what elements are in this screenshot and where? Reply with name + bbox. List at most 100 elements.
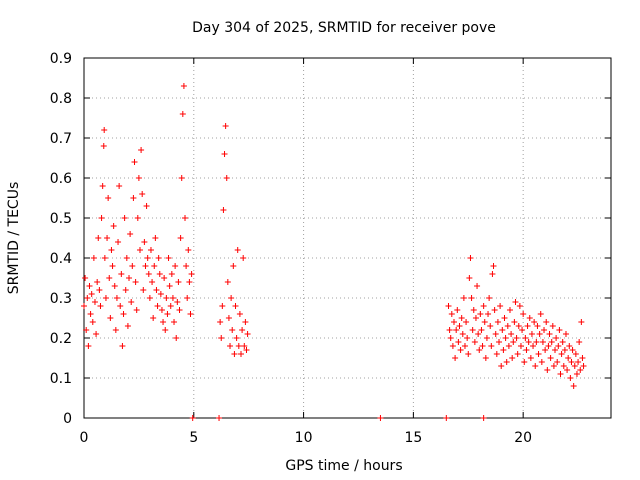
data-point <box>522 335 529 341</box>
data-point <box>95 235 102 241</box>
data-point <box>448 311 455 317</box>
data-point <box>498 363 505 369</box>
data-point <box>541 327 548 333</box>
data-point <box>143 203 150 209</box>
data-point <box>134 215 141 221</box>
data-point <box>163 295 170 301</box>
data-point <box>89 319 96 325</box>
data-point <box>111 283 118 289</box>
data-point <box>169 295 176 301</box>
data-point <box>158 307 165 313</box>
data-point <box>225 315 232 321</box>
data-point <box>508 331 515 337</box>
data-point <box>128 299 135 305</box>
data-point <box>161 275 168 281</box>
data-point <box>509 355 516 361</box>
data-point <box>139 191 146 197</box>
y-axis-label: SRMTID / TECUs <box>6 182 22 295</box>
data-point <box>476 347 483 353</box>
data-point <box>533 339 540 345</box>
data-point <box>146 295 153 301</box>
data-point <box>122 287 129 293</box>
data-point <box>238 351 245 357</box>
data-point <box>501 315 508 321</box>
plot-area-frame <box>83 57 612 419</box>
data-point <box>552 347 559 353</box>
data-point <box>573 371 580 377</box>
data-point <box>468 295 475 301</box>
data-point <box>88 291 95 297</box>
data-point <box>559 339 566 345</box>
data-point <box>487 323 494 329</box>
y-tick-label: 0.7 <box>50 131 72 147</box>
data-point <box>101 255 108 261</box>
data-point <box>123 255 130 261</box>
data-point <box>81 303 87 309</box>
data-point <box>232 303 239 309</box>
data-point <box>162 327 169 333</box>
data-point <box>166 283 173 289</box>
data-point <box>499 327 506 333</box>
data-point <box>129 263 136 269</box>
x-axis-label: GPS time / hours <box>285 458 402 474</box>
data-point <box>456 323 463 329</box>
data-point <box>113 295 120 301</box>
data-point <box>534 323 541 329</box>
data-point <box>109 263 116 269</box>
data-point <box>107 315 114 321</box>
data-point <box>491 307 498 313</box>
data-point <box>564 367 571 373</box>
data-point <box>477 311 484 317</box>
data-point <box>538 359 545 365</box>
data-point <box>98 215 105 221</box>
data-point <box>557 371 564 377</box>
data-point <box>450 319 457 325</box>
data-point <box>117 303 124 309</box>
data-point <box>576 339 583 345</box>
y-tick-label: 0.5 <box>50 211 72 227</box>
data-point <box>565 355 572 361</box>
data-point <box>242 319 249 325</box>
data-point <box>527 355 534 361</box>
data-point <box>180 83 187 89</box>
data-point <box>470 307 477 313</box>
data-point <box>236 311 243 317</box>
data-point <box>176 307 183 313</box>
data-point <box>230 263 237 269</box>
data-point <box>227 343 234 349</box>
data-point <box>530 343 537 349</box>
data-point <box>144 255 151 261</box>
data-point <box>506 307 513 313</box>
data-point <box>471 339 478 345</box>
data-point <box>119 343 126 349</box>
data-point <box>554 359 561 365</box>
data-point <box>110 223 117 229</box>
data-point <box>160 319 167 325</box>
data-point <box>452 355 459 361</box>
data-point <box>550 363 557 369</box>
data-point <box>514 351 521 357</box>
data-point <box>480 415 487 421</box>
data-point <box>532 363 539 369</box>
data-point <box>189 415 196 421</box>
data-point <box>120 311 127 317</box>
data-point <box>535 351 542 357</box>
data-point <box>223 175 230 181</box>
data-point <box>516 303 523 309</box>
data-point <box>83 327 90 333</box>
data-point <box>547 355 554 361</box>
data-point <box>546 331 553 337</box>
data-point <box>153 287 160 293</box>
data-point <box>187 311 194 317</box>
data-point <box>218 335 225 341</box>
data-point <box>179 111 186 117</box>
data-point <box>101 127 108 133</box>
data-point <box>458 315 465 321</box>
data-point <box>239 327 246 333</box>
data-point <box>138 147 145 153</box>
y-tick-label: 0.6 <box>50 171 72 187</box>
data-point <box>82 275 89 281</box>
x-tick-label: 15 <box>404 430 422 446</box>
data-point <box>228 295 235 301</box>
data-point <box>132 279 139 285</box>
